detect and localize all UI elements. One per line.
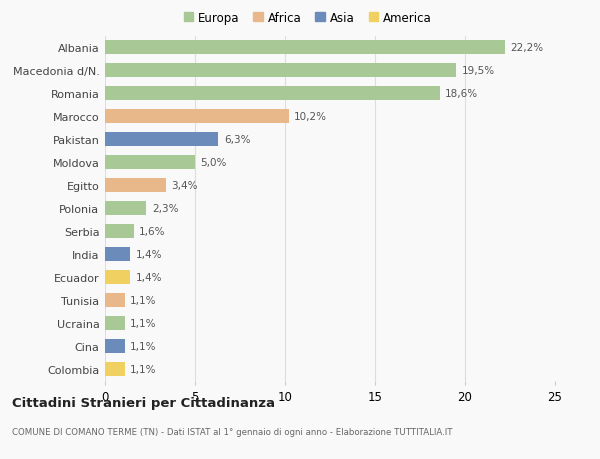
Bar bbox=[105, 87, 440, 101]
Bar bbox=[105, 225, 134, 239]
Text: 1,4%: 1,4% bbox=[136, 273, 162, 283]
Text: 1,4%: 1,4% bbox=[136, 250, 162, 260]
Bar bbox=[105, 133, 218, 147]
Text: 1,1%: 1,1% bbox=[130, 319, 157, 329]
Bar bbox=[105, 202, 146, 216]
Bar bbox=[105, 294, 125, 308]
Text: 19,5%: 19,5% bbox=[461, 66, 494, 76]
Text: 22,2%: 22,2% bbox=[510, 43, 543, 53]
Bar bbox=[105, 317, 125, 330]
Bar bbox=[105, 179, 166, 193]
Bar bbox=[105, 271, 130, 285]
Text: Cittadini Stranieri per Cittadinanza: Cittadini Stranieri per Cittadinanza bbox=[12, 396, 275, 409]
Text: 1,1%: 1,1% bbox=[130, 341, 157, 352]
Bar bbox=[105, 340, 125, 353]
Bar bbox=[105, 156, 195, 170]
Bar bbox=[105, 363, 125, 376]
Bar bbox=[105, 248, 130, 262]
Text: 2,3%: 2,3% bbox=[152, 204, 178, 214]
Text: 18,6%: 18,6% bbox=[445, 89, 478, 99]
Text: 3,4%: 3,4% bbox=[172, 181, 198, 191]
Bar bbox=[105, 64, 456, 78]
Text: COMUNE DI COMANO TERME (TN) - Dati ISTAT al 1° gennaio di ogni anno - Elaborazio: COMUNE DI COMANO TERME (TN) - Dati ISTAT… bbox=[12, 427, 452, 436]
Text: 6,3%: 6,3% bbox=[224, 135, 250, 145]
Text: 10,2%: 10,2% bbox=[294, 112, 327, 122]
Text: 1,6%: 1,6% bbox=[139, 227, 166, 237]
Bar bbox=[105, 41, 505, 55]
Text: 5,0%: 5,0% bbox=[200, 158, 227, 168]
Legend: Europa, Africa, Asia, America: Europa, Africa, Asia, America bbox=[181, 10, 434, 28]
Bar bbox=[105, 110, 289, 124]
Text: 1,1%: 1,1% bbox=[130, 364, 157, 375]
Text: 1,1%: 1,1% bbox=[130, 296, 157, 306]
